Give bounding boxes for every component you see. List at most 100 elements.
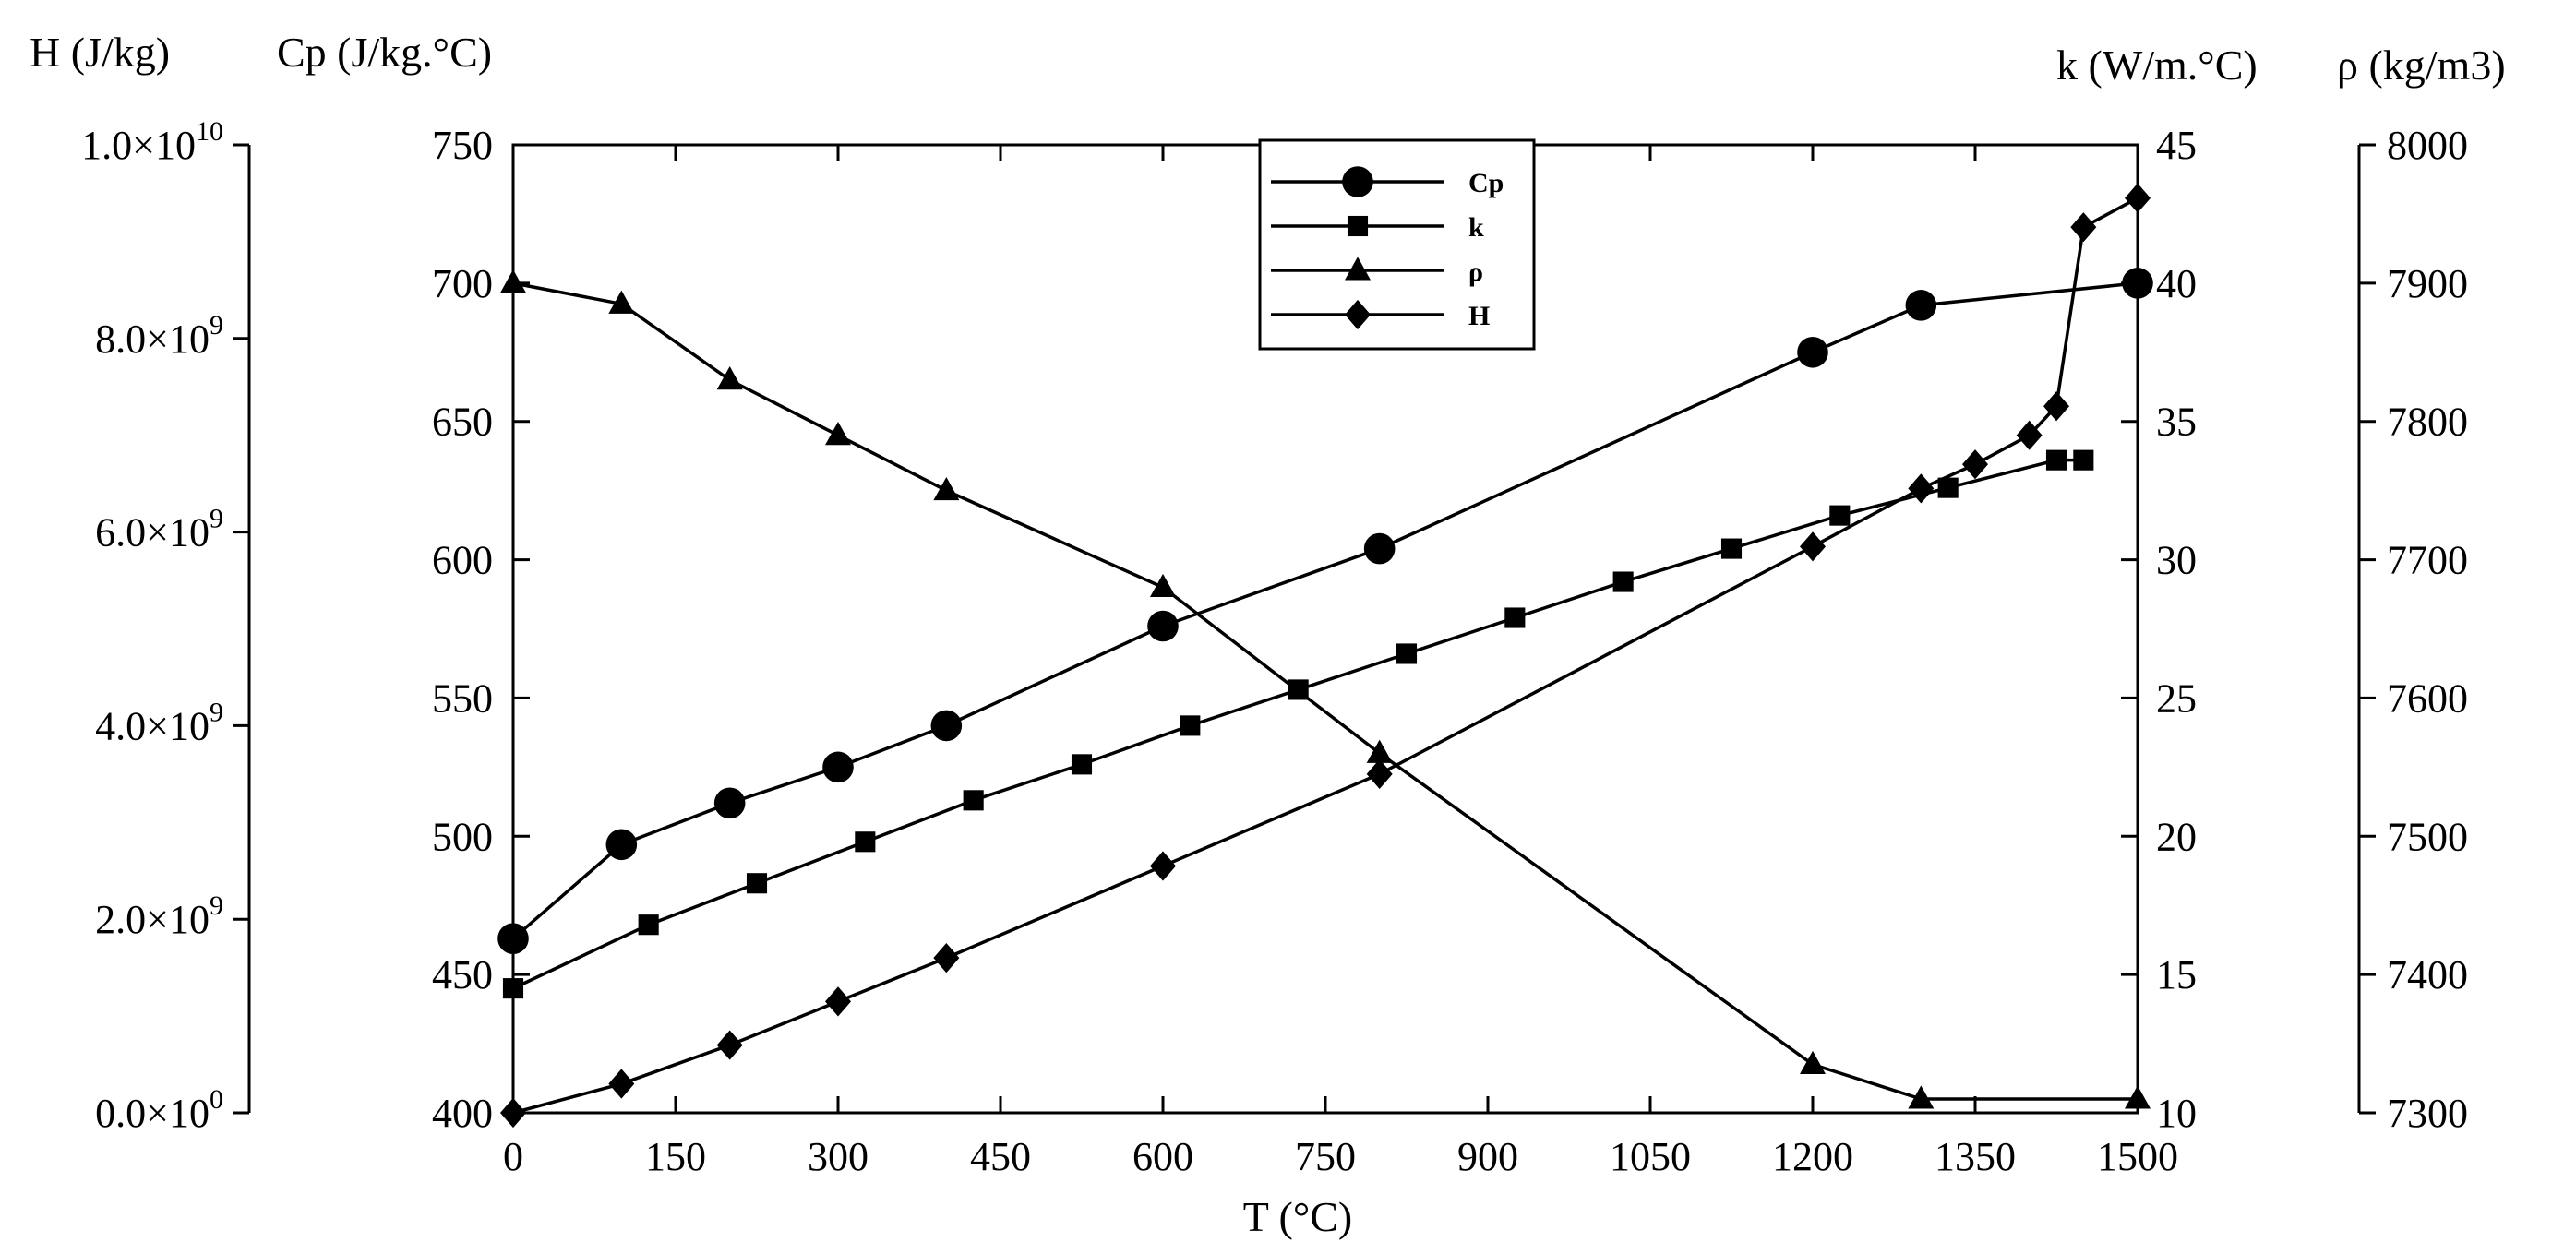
point-h — [1908, 473, 1935, 504]
x-tick-label: 150 — [645, 1134, 706, 1179]
point-k — [1829, 505, 1851, 526]
point-h — [1800, 531, 1826, 562]
point-cp — [1147, 610, 1179, 642]
point-h — [1366, 758, 1393, 789]
h-tick-label: 4.0×109 — [95, 697, 223, 748]
legend-label: ρ — [1468, 257, 1483, 287]
x-tick-label: 600 — [1132, 1134, 1193, 1179]
legend-item: k — [1271, 212, 1484, 243]
legend-label: H — [1468, 301, 1490, 331]
point-h — [716, 1030, 743, 1060]
series-h — [500, 183, 2151, 1129]
cp-tick-label: 600 — [432, 538, 493, 583]
point-k — [1612, 571, 1634, 592]
point-h — [2043, 391, 2069, 422]
k-tick-label: 40 — [2156, 261, 2197, 306]
k-tick-label: 35 — [2156, 400, 2197, 445]
rho-axis-title: ρ (kg/m3) — [2337, 42, 2506, 89]
series-cp — [497, 268, 2153, 954]
cp-tick-label: 650 — [432, 400, 493, 445]
point-cp — [497, 923, 529, 954]
x-axis-title: T (°C) — [1243, 1193, 1352, 1240]
series-k — [502, 449, 2094, 999]
series-rho — [500, 269, 2151, 1109]
point-cp — [822, 751, 854, 783]
k-tick-label: 30 — [2156, 538, 2197, 583]
legend-item: Cp — [1271, 166, 1504, 198]
point-h — [1962, 449, 1988, 480]
point-rho — [825, 422, 851, 446]
h-tick-label: 2.0×109 — [95, 890, 223, 942]
rho-tick-label: 7900 — [2387, 261, 2468, 306]
legend-marker — [1347, 215, 1369, 237]
h-axis-title: H (J/kg) — [30, 29, 170, 76]
point-cp — [1797, 336, 1828, 368]
point-rho — [1800, 1050, 1826, 1075]
rho-tick-label: 7700 — [2387, 538, 2468, 583]
point-k — [1720, 538, 1743, 559]
point-k — [1071, 754, 1093, 775]
point-cp — [605, 829, 638, 861]
rho-tick-label: 7300 — [2387, 1091, 2468, 1136]
legend-item: H — [1271, 299, 1490, 331]
point-k — [2073, 449, 2094, 471]
x-tick-label: 1350 — [1935, 1134, 2016, 1179]
point-k — [1504, 607, 1526, 628]
rho-tick-label: 7500 — [2387, 814, 2468, 859]
point-h — [500, 1097, 526, 1129]
k-tick-label: 25 — [2156, 675, 2197, 721]
rho-tick-label: 7600 — [2387, 675, 2468, 721]
x-tick-label: 0 — [503, 1134, 523, 1179]
cp-tick-label: 400 — [432, 1091, 493, 1136]
rho-tick-label: 7800 — [2387, 400, 2468, 445]
point-k — [963, 790, 984, 811]
point-k — [638, 914, 659, 936]
point-k — [1937, 477, 1959, 498]
point-h — [2016, 420, 2043, 450]
point-k — [502, 978, 524, 999]
series-line-rho — [512, 281, 2138, 1101]
x-tick-label: 450 — [970, 1134, 1031, 1179]
h-tick-label: 6.0×109 — [95, 504, 223, 555]
point-h — [825, 986, 851, 1017]
x-tick-label: 900 — [1457, 1134, 1518, 1179]
point-rho — [1366, 739, 1393, 763]
legend-marker — [1345, 257, 1371, 281]
point-k — [2045, 449, 2067, 471]
point-cp — [1905, 290, 1937, 321]
point-h — [2125, 183, 2151, 213]
point-k — [746, 873, 768, 894]
point-rho — [1908, 1085, 1935, 1109]
k-tick-label: 10 — [2156, 1091, 2197, 1136]
point-rho — [716, 366, 743, 390]
cp-tick-label: 700 — [432, 261, 493, 306]
legend-label: Cp — [1468, 168, 1504, 198]
x-tick-label: 300 — [808, 1134, 869, 1179]
h-tick-label: 0.0×100 — [95, 1084, 223, 1136]
k-tick-label: 45 — [2156, 123, 2197, 168]
cp-axis-title: Cp (J/kg.°C) — [277, 29, 492, 76]
series-layer — [497, 183, 2153, 1129]
point-h — [933, 943, 960, 973]
point-h — [2070, 212, 2097, 243]
axes-layer: 0 150 300 450 600 750 900 1050 1200 1350 1500 T (°C… — [30, 29, 2506, 1240]
legend-marker — [1345, 299, 1371, 330]
point-cp — [1363, 532, 1396, 565]
series-line-cp — [511, 281, 2139, 940]
legend-label: k — [1468, 212, 1484, 243]
cp-tick-label: 450 — [432, 952, 493, 997]
point-k — [1396, 643, 1418, 664]
legend-item: ρ — [1271, 257, 1483, 287]
legend-marker — [1342, 166, 1373, 197]
h-tick-label: 1.0×1010 — [81, 116, 223, 168]
point-k — [855, 831, 876, 853]
h-tick-label: 8.0×109 — [95, 310, 223, 362]
cp-tick-label: 750 — [432, 123, 493, 168]
k-tick-label: 20 — [2156, 814, 2197, 859]
rho-tick-label: 7400 — [2387, 952, 2468, 997]
k-axis-title: k (W/m.°C) — [2056, 42, 2258, 89]
point-rho — [2125, 1085, 2151, 1109]
x-tick-label: 1050 — [1610, 1134, 1691, 1179]
point-rho — [608, 290, 635, 314]
series-line-k — [512, 458, 2084, 990]
